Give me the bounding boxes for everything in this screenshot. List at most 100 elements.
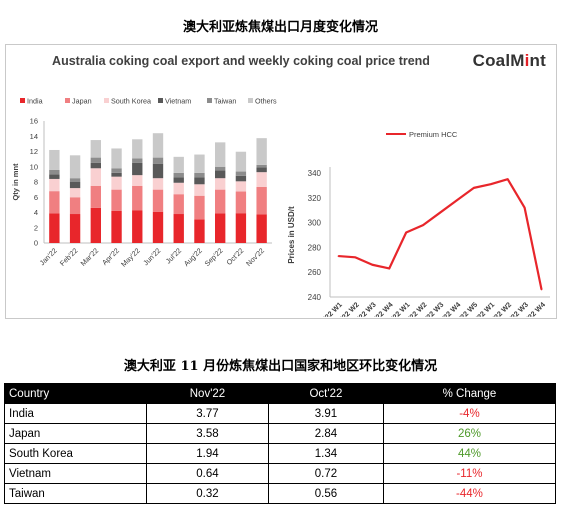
table-row: India 3.77 3.91 -4%: [4, 403, 557, 424]
bar-segment: [173, 172, 184, 178]
bar-segment: [111, 176, 122, 190]
cell-country: Vietnam: [4, 463, 147, 484]
bar-segment: [49, 169, 60, 175]
logo-text-accent: i: [524, 51, 530, 70]
x-tick-label: Oct'22: [224, 246, 245, 267]
y-tick-label: 16: [30, 117, 38, 126]
legend-label: Japan: [72, 97, 92, 106]
y-tick-label: 6: [34, 193, 38, 202]
change-table: Country Nov'22 Oct'22 % Change India 3.77…: [4, 383, 557, 504]
bar-segment: [173, 194, 184, 215]
y-tick-label: 8: [34, 178, 38, 187]
data-point: [422, 224, 424, 226]
legend-swatch: [248, 98, 253, 103]
cell-change: -11%: [382, 463, 557, 484]
top-title: 澳大利亚炼焦煤出口月度变化情况: [182, 20, 378, 35]
data-point: [405, 231, 407, 234]
x-tick-label: Apr'22: [100, 246, 121, 267]
bar-segment: [256, 167, 267, 173]
bar-segment: [152, 163, 164, 179]
legend-label: Vietnam: [165, 97, 191, 106]
bar-segment: [132, 158, 143, 163]
cell-country: South Korea: [4, 443, 147, 464]
bar-segment: [194, 219, 205, 243]
bar-segment: [256, 164, 267, 168]
data-point: [439, 211, 441, 214]
data-point: [489, 183, 492, 185]
y-tick-label: 10: [30, 162, 38, 171]
legend-swatch: [65, 98, 70, 103]
header-change: % Change: [382, 383, 557, 404]
price-line-chart: Premium HCC 240 260 280 300 320 340 Prices in U…: [287, 130, 550, 317]
x-tick-label: May'22: [119, 246, 142, 269]
data-point: [473, 187, 475, 189]
cell-nov: 0.64: [146, 463, 269, 484]
y-tick-label: 280: [308, 243, 322, 252]
bar-segment: [69, 178, 81, 182]
x-tick-label: Sep'22: [203, 246, 225, 268]
header-country: Country: [4, 383, 147, 404]
logo-text-end: nt: [529, 51, 546, 70]
cell-nov: 3.58: [146, 423, 269, 444]
bar-segment: [69, 197, 81, 215]
series-line-premium-hcc: [338, 178, 543, 290]
cell-country: Taiwan: [4, 483, 147, 504]
bar-segment: [194, 172, 205, 178]
legend-swatch: [104, 98, 109, 103]
bar-segment: [111, 168, 122, 173]
panel-title: Australia coking coal export and weekly …: [52, 54, 430, 68]
y-tick-label: 12: [30, 147, 38, 156]
bar-segment: [235, 213, 247, 243]
legend-label: Taiwan: [214, 97, 236, 106]
bar-segment: [215, 166, 226, 171]
bar-segment: [69, 155, 81, 179]
data-point: [456, 199, 458, 202]
bar-segment: [256, 138, 267, 165]
bar-segment: [49, 191, 60, 214]
cell-oct: 2.84: [267, 423, 384, 444]
header-nov: Nov'22: [146, 383, 269, 404]
bar-segment: [256, 172, 267, 187]
data-point: [354, 256, 357, 259]
y-tick-label: 14: [30, 132, 38, 141]
coalmint-logo: CoalMint: [473, 51, 546, 71]
cell-change: -44%: [382, 483, 557, 504]
bar-segment: [215, 189, 226, 214]
chart-panel: Australia coking coal export and weekly …: [5, 44, 557, 319]
legend-label: Premium HCC: [409, 130, 458, 139]
table-row: Taiwan 0.32 0.56 -44%: [4, 483, 557, 504]
cell-nov: 0.32: [146, 483, 269, 504]
cell-country: Japan: [4, 423, 147, 444]
bar-segment: [111, 172, 122, 177]
bar-segment: [69, 188, 81, 198]
bar-segment: [90, 157, 101, 163]
cell-oct: 0.56: [267, 483, 384, 504]
y-axis-label: Qty in mnt: [11, 163, 20, 201]
x-tick-label: Nov'22: [244, 246, 266, 268]
export-bar-chart: India Japan South Korea Vietnam Taiwan Others…: [11, 97, 277, 269]
bar-segment: [132, 175, 143, 186]
data-point: [371, 263, 374, 266]
bar-segment: [235, 171, 247, 176]
bar-segment: [69, 182, 81, 189]
bar-segment: [235, 175, 247, 182]
data-point: [337, 255, 340, 257]
bar-segment: [132, 210, 143, 243]
bar-segment: [235, 151, 247, 172]
y-tick-label: 0: [34, 239, 38, 248]
bar-segment: [194, 195, 205, 220]
y-tick-label: 320: [308, 194, 322, 203]
cell-oct: 3.91: [267, 403, 384, 424]
legend-swatch: [20, 98, 25, 103]
legend-label: South Korea: [111, 97, 151, 106]
bar-segment: [132, 162, 143, 176]
bar-segment: [90, 185, 101, 208]
y-tick-label: 240: [308, 293, 322, 302]
header-oct: Oct'22: [267, 383, 384, 404]
bar-segment: [215, 213, 226, 243]
table-title: 澳大利亚 11 月份炼焦煤出口国家和地区环比变化情况: [123, 359, 438, 374]
bar-segment: [215, 142, 226, 167]
bar-segment: [173, 156, 184, 173]
cell-change: 26%: [382, 423, 557, 444]
bar-segment: [173, 182, 184, 195]
